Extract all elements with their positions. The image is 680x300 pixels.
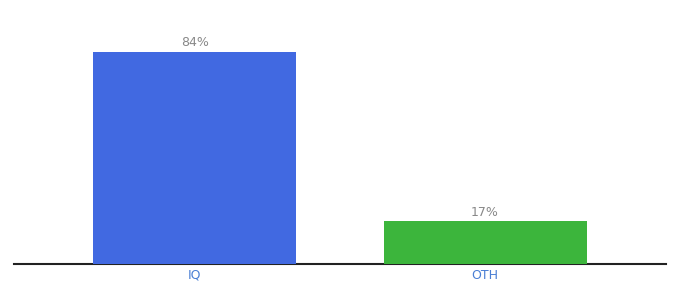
Text: 17%: 17% [471,206,499,218]
Bar [384,221,587,264]
Bar [93,52,296,264]
Text: 84%: 84% [181,36,209,49]
